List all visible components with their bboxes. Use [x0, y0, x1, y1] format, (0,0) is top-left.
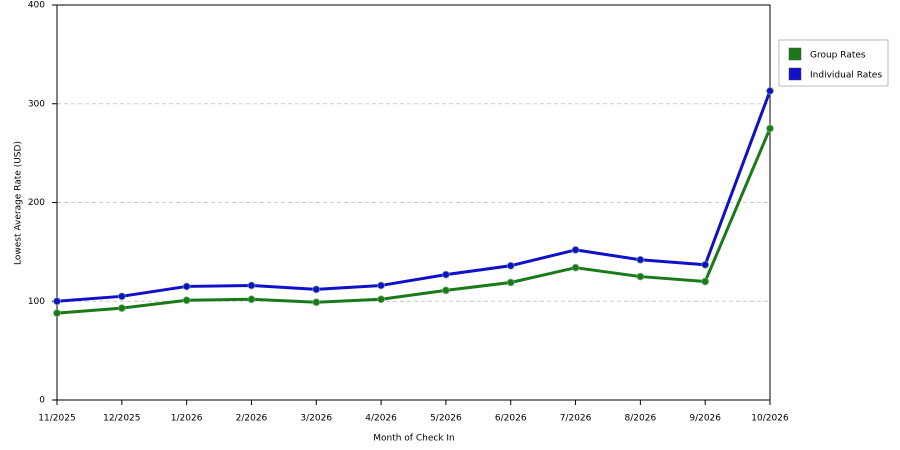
x-tick-label: 12/2025 [103, 414, 140, 424]
legend-swatch [788, 67, 802, 81]
x-axis-label: Month of Check In [373, 434, 455, 444]
x-tick-label: 1/2026 [171, 414, 203, 424]
x-tick-label: 8/2026 [625, 414, 657, 424]
data-point [441, 270, 450, 279]
data-point [312, 298, 321, 307]
x-tick-label: 10/2026 [751, 414, 789, 424]
data-point [701, 260, 710, 269]
data-point [312, 285, 321, 294]
x-tick-label: 3/2026 [300, 414, 332, 424]
series-line [56, 90, 772, 303]
x-tick-label: 6/2026 [495, 414, 527, 424]
data-point [701, 277, 710, 286]
legend-swatch [788, 47, 802, 61]
y-tick-label: 300 [28, 99, 45, 109]
x-tick-label: 2/2026 [236, 414, 268, 424]
data-point [117, 292, 126, 301]
x-tick-label: 9/2026 [689, 414, 721, 424]
x-tick-label: 11/2025 [38, 414, 75, 424]
y-tick-label: 200 [28, 198, 45, 208]
data-point [636, 255, 645, 264]
data-point [247, 281, 256, 290]
data-point [441, 286, 450, 295]
data-point [636, 272, 645, 281]
y-tick-label: 0 [39, 396, 45, 406]
legend-label: Group Rates [810, 51, 866, 61]
data-point [53, 309, 61, 318]
data-point [247, 295, 256, 304]
y-tick-label: 400 [28, 1, 45, 11]
series-line [56, 127, 772, 315]
data-point [506, 261, 515, 270]
data-point [766, 124, 774, 133]
legend-label: Individual Rates [810, 71, 882, 81]
legend: Group Rates Individual Rates [778, 39, 889, 87]
x-tick-label: 7/2026 [560, 414, 592, 424]
data-point [377, 281, 386, 290]
data-point [182, 296, 191, 305]
y-tick-label: 100 [28, 297, 45, 307]
x-tick-label: 5/2026 [430, 414, 462, 424]
data-point [53, 297, 61, 306]
plot-frame [56, 4, 771, 401]
data-point [117, 304, 126, 313]
data-point [182, 282, 191, 291]
x-tick-label: 4/2026 [365, 414, 397, 424]
data-point [377, 295, 386, 304]
data-point [571, 263, 580, 272]
data-point [766, 86, 774, 95]
y-axis-label: Lowest Average Rate (USD) [14, 141, 24, 265]
data-point [506, 278, 515, 287]
data-point [571, 245, 580, 254]
